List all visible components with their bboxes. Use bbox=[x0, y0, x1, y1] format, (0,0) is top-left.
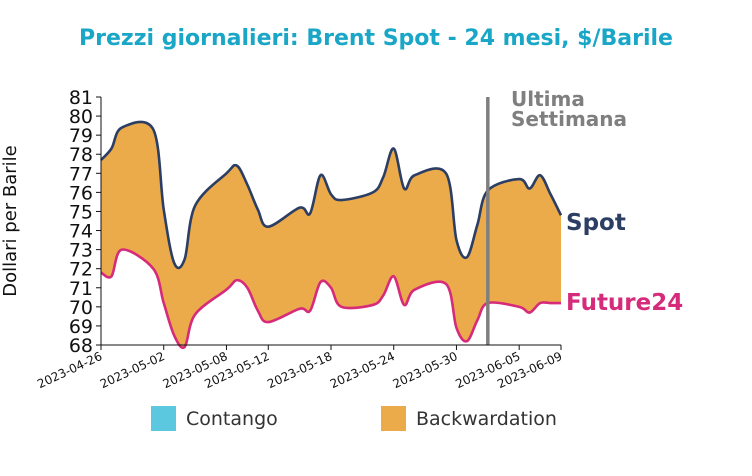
legend: Contango Backwardation bbox=[151, 406, 557, 431]
y-tick-label: 76 bbox=[69, 182, 93, 204]
x-tick-label: 2023-05-24 bbox=[328, 349, 397, 391]
legend-swatch-backwardation bbox=[381, 406, 406, 431]
y-tick-label: 73 bbox=[69, 240, 93, 262]
y-tick-label: 70 bbox=[69, 297, 93, 319]
annotation-line-1: Ultima bbox=[511, 87, 585, 111]
y-tick-label: 77 bbox=[69, 163, 93, 185]
series-line-future24 bbox=[100, 248, 561, 350]
y-tick-label: 69 bbox=[69, 316, 93, 338]
legend-label-contango: Contango bbox=[186, 408, 278, 430]
y-axis-label: Dollari per Barile bbox=[0, 145, 21, 297]
x-tick-label: 2023-05-02 bbox=[98, 349, 167, 391]
y-tick-label: 68 bbox=[69, 335, 93, 357]
y-tick-label: 78 bbox=[69, 144, 93, 166]
legend-label-backwardation: Backwardation bbox=[416, 408, 557, 430]
y-tick-label: 81 bbox=[69, 87, 93, 109]
backwardation-area bbox=[101, 121, 561, 348]
y-tick-label: 72 bbox=[69, 259, 93, 281]
y-tick-label: 71 bbox=[69, 278, 93, 300]
y-tick-label: 80 bbox=[69, 106, 93, 128]
x-axis: 2023-04-262023-05-022023-05-082023-05-12… bbox=[35, 344, 564, 391]
y-tick-label: 79 bbox=[69, 125, 93, 147]
series-line-spot bbox=[100, 120, 563, 270]
x-tick-label: 2023-05-30 bbox=[391, 349, 460, 391]
plot-area bbox=[100, 97, 563, 350]
annotation-line-2: Settimana bbox=[511, 107, 627, 131]
y-tick-label: 74 bbox=[69, 221, 93, 243]
legend-swatch-contango bbox=[151, 406, 176, 431]
x-tick-label: 2023-05-18 bbox=[265, 349, 334, 391]
series-label-spot: Spot bbox=[566, 210, 626, 236]
y-tick-label: 75 bbox=[69, 201, 93, 223]
series-label-future24: Future24 bbox=[566, 290, 683, 316]
chart-title: Prezzi giornalieri: Brent Spot - 24 mesi… bbox=[79, 26, 673, 51]
